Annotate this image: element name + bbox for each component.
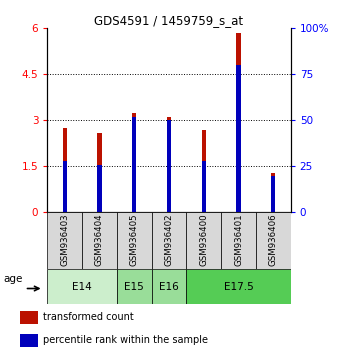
Bar: [186, 212, 221, 269]
Text: age: age: [4, 274, 23, 284]
Text: GSM936401: GSM936401: [234, 213, 243, 266]
Text: GSM936404: GSM936404: [95, 213, 104, 266]
Bar: [63, 161, 67, 212]
Bar: [47, 269, 117, 304]
Bar: [167, 117, 171, 212]
Text: GSM936402: GSM936402: [165, 213, 173, 266]
Bar: [202, 161, 206, 212]
Bar: [237, 33, 241, 212]
Text: GSM936403: GSM936403: [60, 213, 69, 266]
Text: E17.5: E17.5: [224, 282, 254, 292]
Bar: [117, 212, 152, 269]
Bar: [20, 334, 38, 347]
Bar: [117, 269, 152, 304]
Bar: [186, 269, 291, 304]
Bar: [221, 212, 256, 269]
Bar: [271, 172, 275, 212]
Text: transformed count: transformed count: [43, 312, 133, 322]
Bar: [152, 212, 186, 269]
Text: E16: E16: [159, 282, 179, 292]
Bar: [167, 120, 171, 212]
Bar: [82, 212, 117, 269]
Text: GSM936400: GSM936400: [199, 213, 208, 266]
Bar: [237, 65, 241, 212]
Text: percentile rank within the sample: percentile rank within the sample: [43, 335, 208, 346]
Bar: [132, 113, 136, 212]
Bar: [97, 133, 101, 212]
Bar: [63, 128, 67, 212]
Text: E15: E15: [124, 282, 144, 292]
Text: E14: E14: [72, 282, 92, 292]
Bar: [132, 117, 136, 212]
Bar: [202, 130, 206, 212]
Bar: [20, 311, 38, 324]
Title: GDS4591 / 1459759_s_at: GDS4591 / 1459759_s_at: [94, 14, 244, 27]
Bar: [152, 269, 186, 304]
Bar: [256, 212, 291, 269]
Bar: [271, 176, 275, 212]
Text: GSM936405: GSM936405: [130, 213, 139, 266]
Bar: [97, 165, 101, 212]
Text: GSM936406: GSM936406: [269, 213, 278, 266]
Bar: [47, 212, 82, 269]
